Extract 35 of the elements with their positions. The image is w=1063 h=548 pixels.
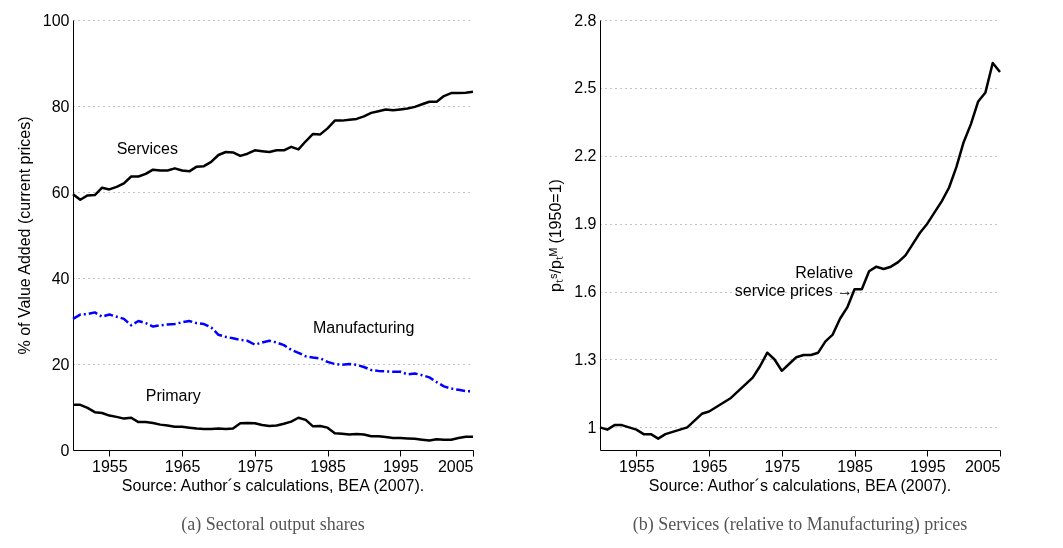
y-tick-label: 1.3 xyxy=(574,350,597,368)
y-axis-title: pₜˢ/pₜᴹ (1950=1) xyxy=(547,179,565,292)
x-tick-label: 1985 xyxy=(310,457,346,475)
x-tick-label: 1955 xyxy=(92,457,128,475)
x-tick-label: 1995 xyxy=(382,457,419,475)
x-tick-label: 1985 xyxy=(837,457,873,475)
text: (b) Services (relative to Manufacturing) prices xyxy=(632,514,968,535)
y-tick-label: 1.9 xyxy=(574,215,597,233)
text: (a) Sectoral output shares xyxy=(181,514,365,535)
y-tick-label: 60 xyxy=(51,183,70,201)
source-note: Source: Author´s calculations, BEA (2007). xyxy=(648,477,952,494)
x-tick-label: 1955 xyxy=(619,457,655,475)
source-note: Source: Author´s calculations, BEA (2007). xyxy=(121,477,425,494)
series-label: Primary xyxy=(145,387,201,405)
x-tick-label: 1995 xyxy=(909,457,946,475)
y-tick-label: 1 xyxy=(587,418,597,436)
y-tick-label: 100 xyxy=(42,11,70,29)
y-tick-label: 1.6 xyxy=(574,283,597,301)
annotation: Relative service prices → xyxy=(734,264,854,300)
x-tick-label: 1965 xyxy=(691,457,728,475)
series-label: Services xyxy=(116,139,178,157)
series-label: Manufacturing xyxy=(313,318,415,336)
y-tick-label: 20 xyxy=(51,355,70,373)
x-tick-label: 1975 xyxy=(764,457,801,475)
y-tick-label: 2.5 xyxy=(574,79,597,97)
y-tick-label: 2.8 xyxy=(574,11,597,29)
x-tick-label: 1965 xyxy=(164,457,201,475)
x-tick-label: 2005 xyxy=(964,457,1001,475)
y-axis-title: % of Value Added (current prices) xyxy=(15,116,33,355)
y-tick-label: 2.2 xyxy=(574,147,597,165)
x-tick-label: 2005 xyxy=(437,457,474,475)
y-tick-label: 80 xyxy=(51,97,70,115)
x-tick-label: 1975 xyxy=(237,457,274,475)
y-tick-label: 0 xyxy=(60,441,70,459)
y-tick-label: 40 xyxy=(51,269,70,287)
